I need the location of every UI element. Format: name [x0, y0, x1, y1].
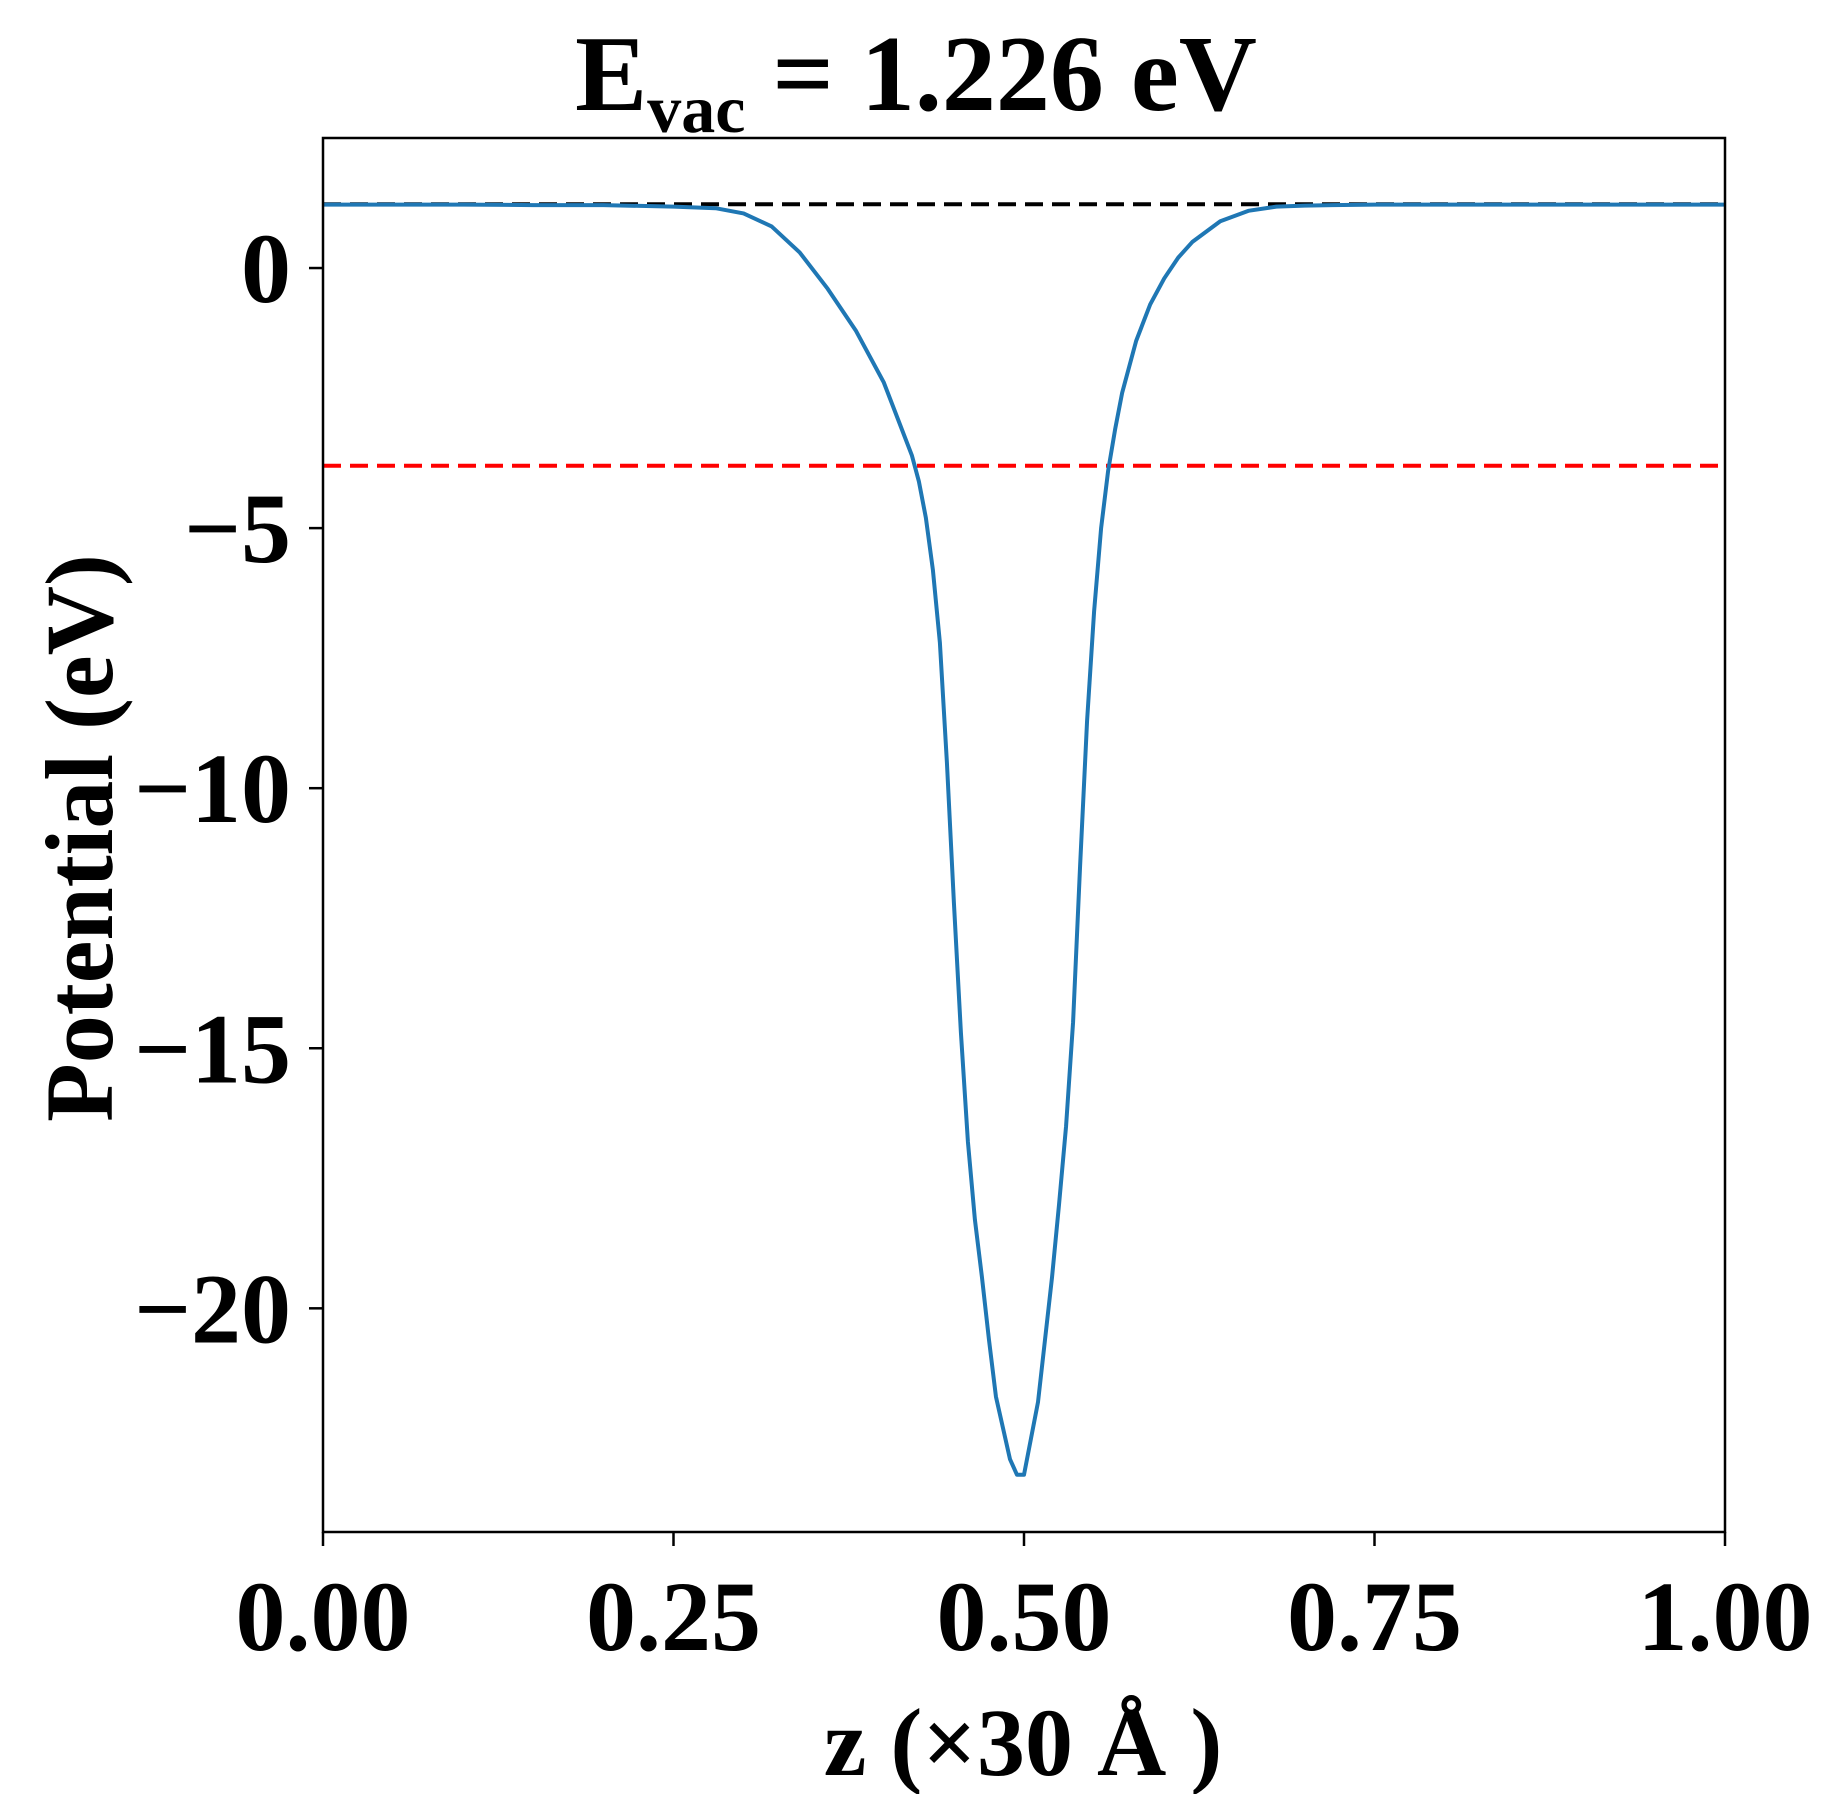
chart-title-suffix: = 1.226 eV	[745, 15, 1256, 134]
x-tick-label: 0.75	[1287, 1561, 1462, 1672]
y-tick-label: −15	[134, 993, 291, 1104]
x-axis-label: z (×30 Å )	[824, 1689, 1223, 1794]
y-axis-label: Potential (eV)	[26, 554, 133, 1122]
y-tick-label: 0	[241, 213, 291, 324]
chart-title-main: E	[575, 15, 647, 134]
x-tick-label: 0.50	[937, 1561, 1112, 1672]
series-layer	[323, 202, 1725, 1477]
x-tick-label: 0.00	[236, 1561, 411, 1672]
y-tick-label: −20	[134, 1253, 291, 1364]
x-tick-label: 1.00	[1638, 1561, 1813, 1672]
chart-title: Evac = 1.226 eV	[575, 15, 1257, 147]
y-tick-label: −5	[184, 473, 291, 584]
x-axis-ticks: 0.00 0.25 0.50 0.75 1.00	[236, 1532, 1813, 1672]
chart-title-subscript: vac	[647, 71, 745, 147]
x-tick-label: 0.25	[586, 1561, 761, 1672]
y-tick-label: −10	[134, 733, 291, 844]
series-line-0	[323, 202, 1725, 1477]
reference-lines	[323, 202, 1725, 468]
y-axis-ticks: 0 −5 −10 −15 −20	[134, 213, 323, 1364]
plot-frame	[321, 136, 1727, 1534]
